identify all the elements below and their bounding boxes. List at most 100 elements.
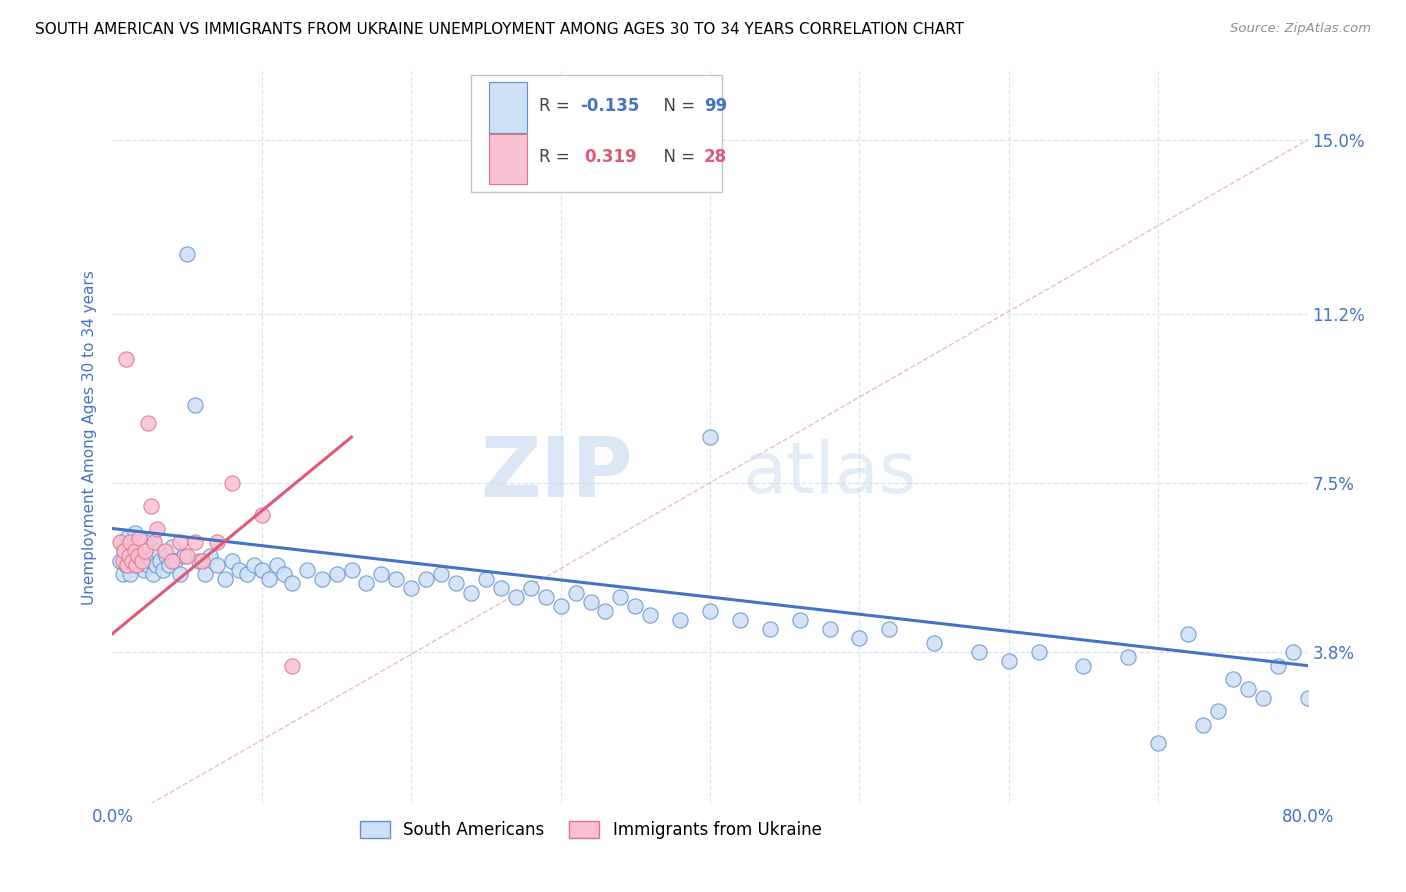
Point	[460, 585, 482, 599]
Point	[243, 558, 266, 573]
Point	[998, 654, 1021, 668]
Point	[128, 549, 150, 563]
Point	[111, 567, 134, 582]
Point	[138, 417, 160, 431]
Point	[125, 558, 148, 573]
Point	[122, 553, 145, 567]
Point	[183, 535, 205, 549]
Point	[415, 572, 437, 586]
Point	[138, 558, 160, 573]
Point	[1251, 690, 1274, 705]
Point	[624, 599, 647, 614]
Point	[165, 553, 187, 567]
Point	[236, 567, 259, 582]
Point	[108, 553, 131, 567]
Point	[1281, 645, 1303, 659]
Text: ZIP: ZIP	[479, 434, 633, 514]
Point	[879, 622, 901, 636]
Text: 0.319: 0.319	[585, 148, 637, 166]
Point	[115, 558, 138, 573]
Point	[129, 544, 152, 558]
Point	[141, 553, 163, 567]
Point	[250, 508, 273, 522]
Point	[401, 581, 423, 595]
Point	[191, 553, 214, 567]
Point	[118, 549, 141, 563]
Point	[114, 544, 135, 558]
Text: Source: ZipAtlas.com: Source: ZipAtlas.com	[1230, 22, 1371, 36]
Point	[505, 590, 527, 604]
Point	[145, 558, 167, 573]
Point	[385, 572, 408, 586]
Point	[155, 549, 177, 563]
Point	[1073, 658, 1095, 673]
Point	[1222, 673, 1244, 687]
Point	[121, 553, 143, 567]
Point	[110, 535, 132, 549]
Point	[967, 645, 990, 659]
Point	[121, 540, 143, 554]
Point	[475, 572, 498, 586]
Point	[128, 531, 150, 545]
Point	[152, 563, 174, 577]
Point	[157, 558, 180, 573]
Point	[818, 622, 841, 636]
Point	[789, 613, 811, 627]
Point	[124, 526, 146, 541]
Point	[489, 581, 512, 595]
Point	[176, 247, 198, 261]
Point	[609, 590, 631, 604]
Point	[131, 553, 153, 567]
Point	[120, 535, 142, 549]
Point	[564, 585, 586, 599]
Point	[125, 558, 148, 573]
Text: atlas: atlas	[742, 439, 917, 508]
FancyBboxPatch shape	[489, 82, 527, 133]
Point	[139, 540, 162, 554]
Point	[295, 563, 318, 577]
Point	[108, 535, 131, 549]
Point	[1296, 690, 1319, 705]
Text: R =: R =	[538, 96, 575, 115]
Text: N =: N =	[652, 96, 700, 115]
Point	[198, 549, 221, 563]
Point	[214, 572, 236, 586]
Point	[205, 558, 228, 573]
Point	[143, 549, 166, 563]
Point	[117, 558, 139, 573]
Point	[120, 567, 142, 582]
Point	[117, 531, 139, 545]
Point	[1237, 681, 1260, 696]
Point	[1177, 626, 1199, 640]
Point	[356, 576, 378, 591]
Point	[169, 567, 191, 582]
Point	[311, 572, 333, 586]
Text: R =: R =	[538, 148, 581, 166]
Text: 99: 99	[704, 96, 727, 115]
Point	[1147, 736, 1170, 750]
Point	[169, 535, 191, 549]
Text: N =: N =	[652, 148, 700, 166]
Legend: South Americans, Immigrants from Ukraine: South Americans, Immigrants from Ukraine	[353, 814, 828, 846]
Point	[143, 535, 166, 549]
Point	[550, 599, 572, 614]
Point	[250, 563, 273, 577]
Point	[115, 352, 138, 367]
Point	[132, 563, 155, 577]
Point	[153, 544, 176, 558]
Point	[728, 613, 751, 627]
Point	[127, 535, 149, 549]
Point	[176, 549, 198, 563]
Point	[595, 604, 617, 618]
Point	[131, 553, 153, 567]
Point	[848, 632, 870, 646]
Point	[141, 499, 163, 513]
Point	[534, 590, 557, 604]
Point	[134, 544, 156, 558]
Point	[173, 549, 195, 563]
Point	[259, 572, 281, 586]
Point	[430, 567, 453, 582]
Point	[149, 553, 172, 567]
Point	[1118, 649, 1140, 664]
Point	[273, 567, 295, 582]
